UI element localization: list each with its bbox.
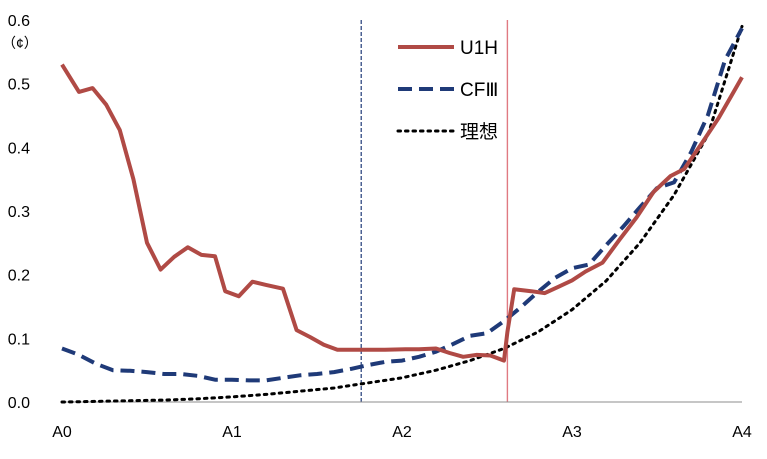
- y-tick-label: 0.4: [8, 140, 30, 157]
- legend-label: CFⅢ: [460, 80, 498, 101]
- legend: U1H CFⅢ 理想: [396, 38, 498, 143]
- x-tick-label: A1: [222, 424, 242, 441]
- series-line-2: [60, 24, 744, 404]
- x-tick-label: A2: [392, 424, 412, 441]
- y-axis-tick-labels: 0.0 0.1 0.2 0.3 0.4 0.5 0.6: [8, 13, 30, 412]
- x-tick-label: A4: [732, 424, 752, 441]
- legend-label: U1H: [460, 38, 498, 59]
- series-line-1: [61, 27, 744, 383]
- x-axis-tick-labels: A0 A1 A2 A3 A4: [52, 424, 752, 441]
- y-tick-label: 0.2: [8, 268, 30, 285]
- vertical-markers: [360, 20, 509, 402]
- y-tick-label: 0.1: [8, 331, 30, 348]
- y-tick-label: 0.3: [8, 204, 30, 221]
- y-axis-unit-label: （¢）: [2, 35, 38, 51]
- y-tick-label: 0.6: [8, 13, 30, 30]
- x-tick-label: A3: [562, 424, 582, 441]
- series-line-0: [60, 63, 744, 363]
- y-tick-label: 0.5: [8, 77, 30, 94]
- x-tick-label: A0: [52, 424, 72, 441]
- legend-label: 理想: [460, 121, 498, 143]
- y-tick-label: 0.0: [8, 395, 30, 412]
- series-lines: [60, 24, 744, 404]
